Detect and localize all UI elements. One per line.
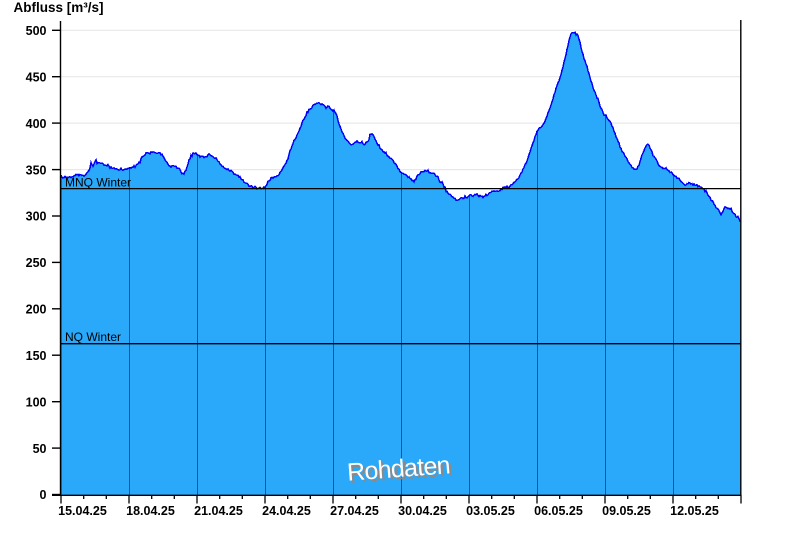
svg-text:50: 50 bbox=[33, 442, 47, 456]
svg-text:MNQ Winter: MNQ Winter bbox=[65, 176, 131, 190]
svg-text:03.05.25: 03.05.25 bbox=[466, 504, 515, 518]
svg-text:24.04.25: 24.04.25 bbox=[262, 504, 311, 518]
svg-text:21.04.25: 21.04.25 bbox=[194, 504, 243, 518]
svg-text:NQ Winter: NQ Winter bbox=[65, 330, 121, 344]
svg-text:Abfluss [m³/s]: Abfluss [m³/s] bbox=[14, 0, 104, 15]
svg-text:350: 350 bbox=[26, 163, 47, 177]
svg-text:18.04.25: 18.04.25 bbox=[126, 504, 175, 518]
svg-text:300: 300 bbox=[26, 210, 47, 224]
svg-text:15.04.25: 15.04.25 bbox=[58, 504, 107, 518]
svg-text:30.04.25: 30.04.25 bbox=[398, 504, 447, 518]
svg-text:0: 0 bbox=[40, 488, 47, 502]
svg-text:450: 450 bbox=[26, 70, 47, 84]
svg-text:100: 100 bbox=[26, 395, 47, 409]
svg-text:09.05.25: 09.05.25 bbox=[602, 504, 651, 518]
svg-text:150: 150 bbox=[26, 349, 47, 363]
svg-text:06.05.25: 06.05.25 bbox=[534, 504, 583, 518]
svg-text:200: 200 bbox=[26, 303, 47, 317]
svg-text:27.04.25: 27.04.25 bbox=[330, 504, 379, 518]
svg-text:400: 400 bbox=[26, 117, 47, 131]
svg-text:250: 250 bbox=[26, 256, 47, 270]
svg-text:500: 500 bbox=[26, 24, 47, 38]
svg-text:12.05.25: 12.05.25 bbox=[670, 504, 719, 518]
